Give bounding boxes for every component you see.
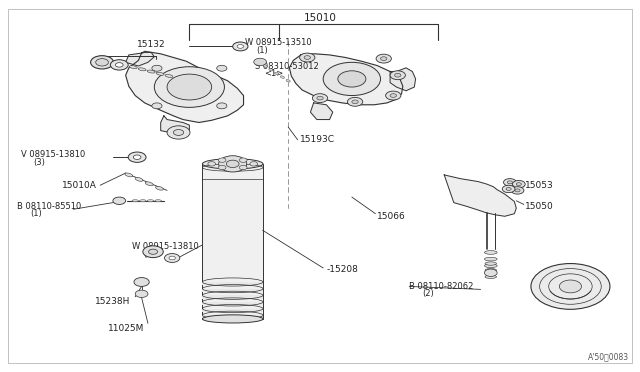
Bar (202, 309, 263, 312)
Ellipse shape (275, 72, 279, 75)
Circle shape (376, 54, 392, 63)
Text: (2): (2) (422, 289, 434, 298)
Ellipse shape (485, 269, 497, 272)
Ellipse shape (484, 257, 497, 261)
Text: B 08110-82062: B 08110-82062 (409, 282, 474, 291)
Circle shape (208, 161, 216, 166)
Polygon shape (310, 103, 333, 119)
Ellipse shape (484, 264, 497, 267)
Ellipse shape (280, 76, 285, 78)
Circle shape (323, 62, 381, 96)
Circle shape (484, 269, 497, 276)
Circle shape (115, 62, 123, 67)
Text: (3): (3) (143, 250, 155, 259)
Circle shape (167, 126, 190, 139)
Circle shape (348, 97, 363, 106)
Bar (202, 282, 263, 285)
Text: W 08915-13510: W 08915-13510 (246, 38, 312, 47)
Circle shape (96, 59, 108, 66)
Circle shape (386, 91, 401, 100)
Circle shape (504, 179, 516, 186)
Text: (1): (1) (256, 46, 268, 55)
Circle shape (390, 71, 405, 80)
Ellipse shape (263, 65, 268, 67)
Bar (202, 164, 263, 319)
Ellipse shape (140, 200, 146, 202)
Text: 15132: 15132 (137, 41, 166, 49)
Ellipse shape (145, 182, 153, 186)
Circle shape (135, 290, 148, 298)
Polygon shape (390, 68, 415, 91)
Circle shape (143, 246, 163, 258)
Circle shape (338, 71, 366, 87)
Bar (202, 315, 263, 318)
Circle shape (394, 73, 401, 77)
Circle shape (502, 185, 515, 193)
Circle shape (219, 156, 246, 172)
Circle shape (516, 183, 522, 186)
Ellipse shape (485, 275, 497, 279)
Polygon shape (289, 54, 403, 105)
Bar (202, 289, 263, 292)
Text: -15208: -15208 (326, 264, 358, 273)
Text: B 08110-85510: B 08110-85510 (17, 202, 81, 211)
Text: 15238H: 15238H (95, 297, 131, 306)
Circle shape (167, 74, 212, 100)
Circle shape (531, 263, 610, 310)
Circle shape (304, 56, 310, 60)
Circle shape (148, 249, 157, 254)
Circle shape (239, 158, 247, 162)
Ellipse shape (156, 186, 163, 190)
Ellipse shape (132, 200, 138, 202)
Ellipse shape (129, 65, 137, 68)
Text: (1): (1) (30, 209, 42, 218)
Ellipse shape (156, 72, 164, 75)
Ellipse shape (138, 68, 146, 71)
Text: 15050: 15050 (525, 202, 554, 211)
Ellipse shape (269, 68, 273, 71)
Bar (202, 295, 263, 299)
Circle shape (154, 67, 225, 108)
Circle shape (559, 280, 582, 293)
Circle shape (239, 165, 247, 170)
Text: S 08310-53012: S 08310-53012 (255, 61, 319, 71)
Polygon shape (444, 175, 516, 216)
Ellipse shape (202, 315, 263, 323)
Text: W 08915-13810: W 08915-13810 (132, 243, 199, 251)
Ellipse shape (165, 74, 173, 77)
Text: V 08915-13810: V 08915-13810 (20, 150, 84, 159)
Ellipse shape (125, 173, 132, 177)
Text: 11025M: 11025M (108, 324, 144, 333)
Circle shape (164, 254, 180, 262)
Circle shape (133, 155, 141, 160)
Circle shape (91, 56, 113, 69)
Circle shape (110, 60, 128, 70)
Ellipse shape (485, 262, 497, 265)
Ellipse shape (257, 61, 262, 64)
Circle shape (381, 57, 387, 61)
Circle shape (134, 278, 149, 286)
Circle shape (390, 94, 396, 97)
Circle shape (511, 187, 524, 194)
Circle shape (317, 96, 323, 100)
Circle shape (173, 129, 184, 135)
Circle shape (237, 45, 244, 48)
Circle shape (227, 160, 239, 167)
Circle shape (217, 65, 227, 71)
Circle shape (128, 152, 146, 162)
Circle shape (300, 53, 315, 62)
Circle shape (233, 42, 248, 51)
Ellipse shape (484, 251, 497, 254)
Text: 15010A: 15010A (62, 181, 97, 190)
Circle shape (312, 94, 328, 103)
Circle shape (113, 197, 125, 205)
Circle shape (218, 158, 226, 162)
Text: (3): (3) (33, 157, 45, 167)
Text: A'50）0083: A'50）0083 (588, 352, 629, 361)
Text: 15066: 15066 (378, 212, 406, 221)
Circle shape (513, 180, 525, 188)
Circle shape (218, 165, 226, 170)
Text: <1>: <1> (264, 69, 283, 78)
Polygon shape (125, 52, 244, 122)
